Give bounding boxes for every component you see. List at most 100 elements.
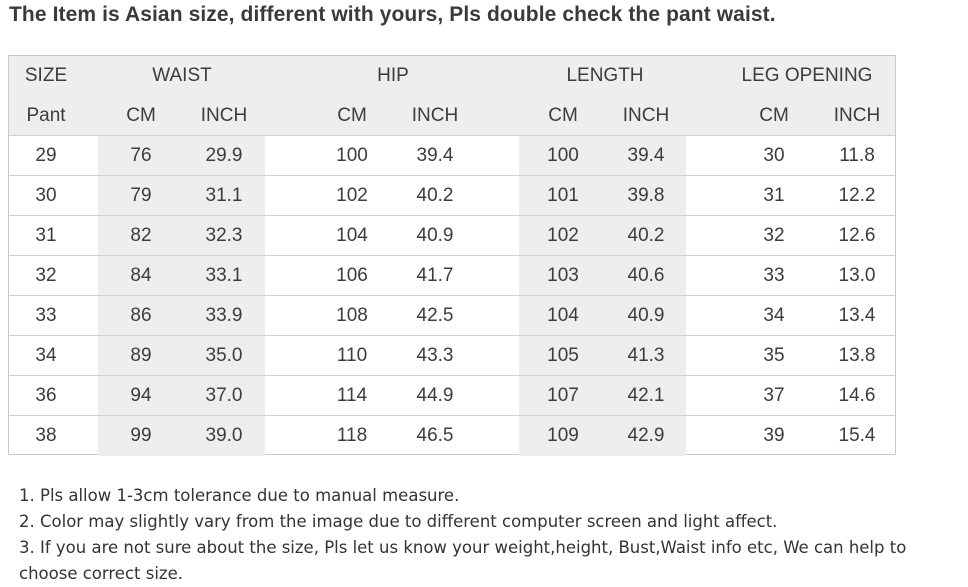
table-cell: 89 [130, 345, 152, 366]
table-cell: 105 [547, 345, 579, 366]
table-cell: 37 [763, 385, 785, 406]
table-cell: 30 [763, 145, 785, 166]
table-cell: 34 [763, 305, 785, 326]
table-cell: 109 [547, 425, 579, 446]
size-chart-table: SIZE WAIST HIP LENGTH LEG OPENING Pant CM INCH C… [8, 55, 896, 456]
row-divider [9, 415, 895, 416]
row-divider [9, 295, 895, 296]
row-divider [9, 135, 895, 136]
table-cell: 35 [763, 345, 785, 366]
sub-header: CM [548, 105, 578, 126]
table-cell: 32.3 [205, 225, 243, 246]
table-cell: 79 [130, 185, 152, 206]
table-cell: 39.8 [627, 185, 665, 206]
group-header: LEG OPENING [741, 65, 873, 86]
table-cell: 32 [763, 225, 785, 246]
sub-header: CM [337, 105, 367, 126]
table-cell: 43.3 [416, 345, 454, 366]
table-cell: 108 [336, 305, 368, 326]
notes-list: 1. Pls allow 1-3cm tolerance due to manu… [19, 483, 964, 587]
table-cell: 103 [547, 265, 579, 286]
table-cell: 86 [130, 305, 152, 326]
table-cell: 41.3 [627, 345, 665, 366]
table-cell: 39.4 [627, 145, 665, 166]
table-cell: 29.9 [205, 145, 243, 166]
table-cell: 14.6 [838, 385, 876, 406]
table-cell: 39.0 [205, 425, 243, 446]
table-cell: 46.5 [416, 425, 454, 446]
table-cell: 101 [547, 185, 579, 206]
note-item: 1. Pls allow 1-3cm tolerance due to manu… [19, 486, 460, 505]
table-cell: 114 [336, 385, 368, 406]
row-divider [9, 215, 895, 216]
table-cell: 102 [336, 185, 368, 206]
row-divider [9, 375, 895, 376]
sub-header: INCH [833, 105, 881, 126]
table-cell: 37.0 [205, 385, 243, 406]
table-cell: 29 [35, 145, 57, 166]
table-cell: 76 [130, 145, 152, 166]
table-cell: 33.9 [205, 305, 243, 326]
sub-header: INCH [622, 105, 670, 126]
table-cell: 30 [35, 185, 57, 206]
table-cell: 100 [336, 145, 368, 166]
table-cell: 104 [336, 225, 368, 246]
row-divider [9, 175, 895, 176]
table-cell: 118 [336, 425, 368, 446]
table-cell: 42.9 [627, 425, 665, 446]
table-cell: 40.9 [416, 225, 454, 246]
length-column-shade [519, 136, 686, 456]
table-cell: 13.8 [838, 345, 876, 366]
table-cell: 100 [547, 145, 579, 166]
table-cell: 42.5 [416, 305, 454, 326]
table-cell: 11.8 [839, 145, 875, 166]
group-header: SIZE [24, 65, 68, 86]
table-cell: 102 [547, 225, 579, 246]
table-cell: 12.6 [838, 225, 876, 246]
group-header: HIP [377, 65, 409, 86]
sub-header: INCH [411, 105, 459, 126]
table-cell: 99 [130, 425, 152, 446]
table-cell: 32 [35, 265, 57, 286]
group-header: LENGTH [566, 65, 644, 86]
table-cell: 44.9 [416, 385, 454, 406]
table-cell: 33 [35, 305, 57, 326]
table-cell: 107 [547, 385, 579, 406]
table-cell: 12.2 [838, 185, 876, 206]
table-cell: 40.2 [416, 185, 454, 206]
table-cell: 13.0 [838, 265, 876, 286]
table-cell: 31.1 [205, 185, 243, 206]
table-cell: 33.1 [205, 265, 243, 286]
table-cell: 31 [763, 185, 785, 206]
table-cell: 40.9 [627, 305, 665, 326]
table-cell: 41.7 [416, 265, 454, 286]
table-cell: 94 [130, 385, 152, 406]
table-cell: 39 [763, 425, 785, 446]
sub-header: INCH [200, 105, 248, 126]
table-cell: 40.6 [627, 265, 665, 286]
table-cell: 84 [130, 265, 152, 286]
page-heading: The Item is Asian size, different with y… [9, 3, 776, 26]
table-cell: 110 [336, 345, 368, 366]
waist-column-shade [98, 136, 265, 456]
note-item: 2. Color may slightly vary from the imag… [19, 512, 778, 531]
table-cell: 13.4 [838, 305, 876, 326]
sub-header: CM [759, 105, 789, 126]
table-cell: 42.1 [627, 385, 665, 406]
table-cell: 35.0 [205, 345, 243, 366]
table-cell: 39.4 [416, 145, 454, 166]
sub-header: CM [126, 105, 156, 126]
table-cell: 15.4 [838, 425, 876, 446]
table-cell: 104 [547, 305, 579, 326]
table-cell: 36 [35, 385, 57, 406]
row-divider [9, 335, 895, 336]
table-cell: 33 [763, 265, 785, 286]
group-header: WAIST [152, 65, 212, 86]
header-background [9, 56, 895, 136]
table-cell: 106 [336, 265, 368, 286]
table-cell: 40.2 [627, 225, 665, 246]
table-cell: 82 [130, 225, 152, 246]
sub-header: Pant [26, 105, 66, 126]
note-item: 3. If you are not sure about the size, P… [19, 538, 907, 583]
table-cell: 34 [35, 345, 57, 366]
